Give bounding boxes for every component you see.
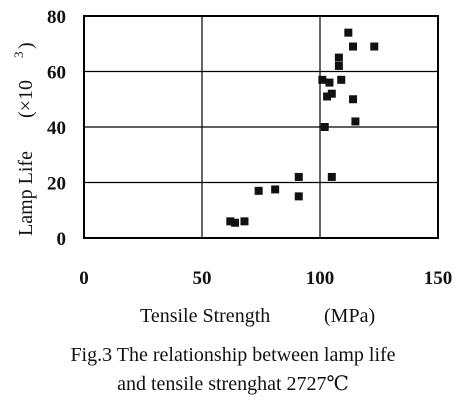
data-point-17 (349, 42, 358, 51)
data-point-13 (334, 61, 343, 70)
y-axis-unit-exponent: 3 (11, 52, 26, 59)
data-point-14 (334, 53, 343, 62)
data-point-1 (231, 218, 240, 227)
x-axis-unit: (MPa) (324, 305, 375, 327)
x-tick-label-1: 50 (193, 268, 212, 289)
data-point-16 (344, 28, 353, 37)
y-tick-label-1: 20 (47, 174, 66, 195)
y-tick-label-0: 0 (57, 229, 67, 250)
y-axis-title: Lamp Life (15, 151, 37, 236)
y-tick-label-4: 80 (47, 7, 66, 28)
data-point-19 (351, 117, 360, 126)
data-point-9 (323, 92, 332, 101)
data-point-7 (318, 75, 327, 84)
y-tick-label-2: 40 (47, 118, 66, 139)
data-points (226, 28, 379, 227)
plot-frame (83, 15, 439, 239)
x-tick-label-0: 0 (79, 268, 89, 289)
y-tick-label-3: 60 (47, 63, 66, 84)
x-tick-label-2: 100 (306, 268, 335, 289)
figure-caption-line1: Fig.3 The relationship between lamp life (70, 344, 395, 366)
data-point-3 (254, 186, 263, 195)
data-point-12 (327, 172, 336, 181)
y-axis-title-group: Lamp Life (×10 3 ) (11, 42, 37, 236)
data-point-20 (370, 42, 379, 51)
data-point-18 (349, 95, 358, 104)
x-tick-label-3: 150 (424, 268, 453, 289)
data-point-11 (327, 89, 336, 98)
data-point-10 (325, 78, 334, 87)
grid-lines (84, 16, 438, 238)
x-tick-labels: 0 50 100 150 (79, 268, 452, 289)
data-point-6 (294, 192, 303, 201)
y-axis-unit-close: ) (15, 42, 37, 49)
figure-caption-line2: and tensile strenghat 2727℃ (117, 373, 349, 395)
data-point-5 (294, 172, 303, 181)
data-point-15 (337, 75, 346, 84)
y-tick-labels: 0 20 40 60 80 (47, 7, 66, 250)
data-point-0 (226, 217, 235, 226)
x-axis-title: Tensile Strength (140, 305, 270, 327)
data-point-4 (271, 185, 280, 194)
data-point-2 (240, 217, 249, 226)
y-axis-unit: (×10 (15, 80, 37, 118)
data-point-8 (320, 123, 329, 131)
